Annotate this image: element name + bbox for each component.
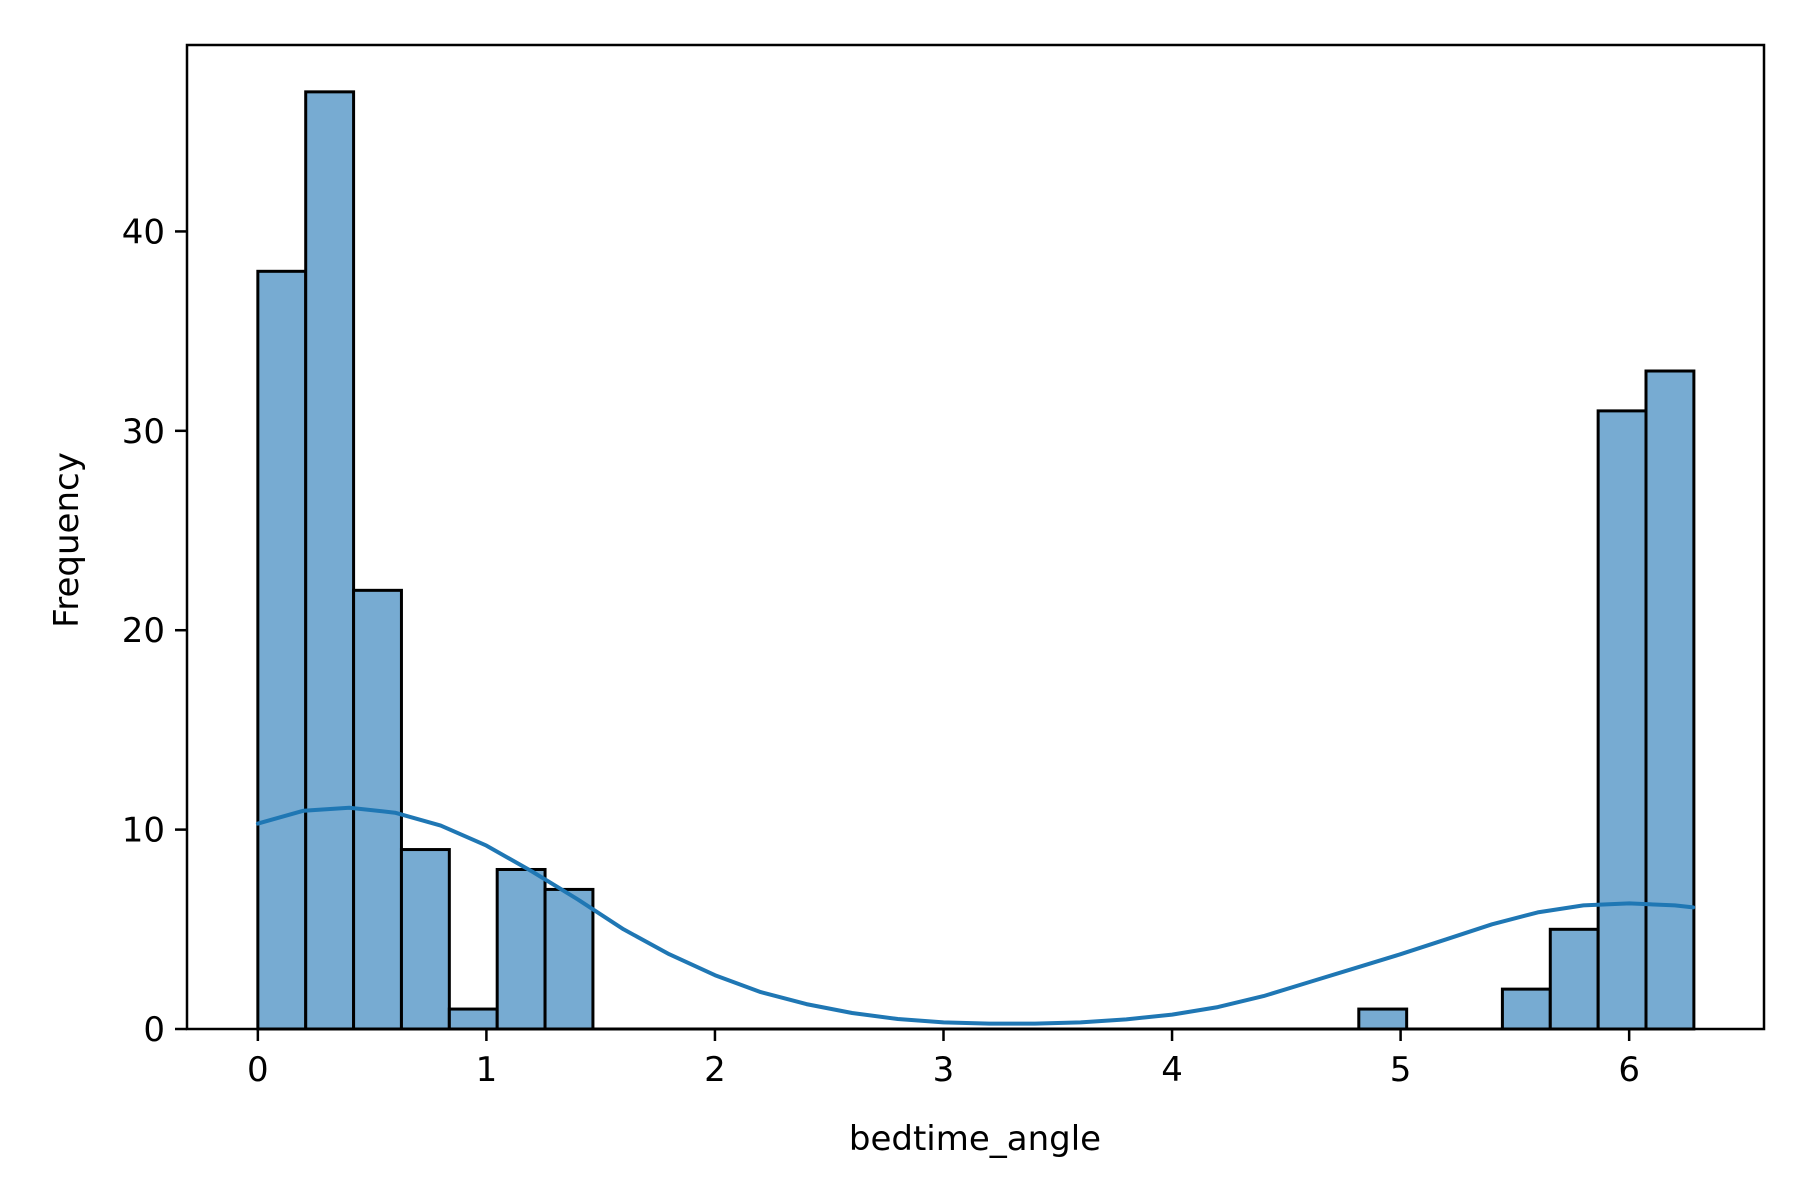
histogram-bar — [1357, 1007, 1409, 1031]
kde-layer — [255, 805, 1696, 1026]
x-axis-title: bedtime_angle — [849, 1119, 1101, 1159]
histogram-bar — [304, 90, 356, 1031]
x-tick-label: 2 — [704, 1050, 726, 1090]
histogram-bar — [256, 269, 308, 1031]
histogram-bar — [447, 1007, 499, 1031]
x-tick-label: 6 — [1618, 1050, 1640, 1090]
axes-layer: 0 1 2 3 4 5 6 0 10 20 30 40 — [122, 43, 1766, 1090]
y-tick-label: 30 — [122, 412, 165, 452]
x-tick-label: 5 — [1390, 1050, 1412, 1090]
histogram-bar — [495, 867, 547, 1031]
kde-curve — [255, 805, 1696, 1026]
histogram-bar — [399, 848, 451, 1031]
histogram-bar — [1500, 987, 1552, 1031]
y-tick-label: 20 — [122, 611, 165, 651]
y-tick-label: 10 — [122, 811, 165, 851]
y-axis-title: Frequency — [47, 452, 87, 628]
bars-layer — [256, 90, 1696, 1031]
axes-frame — [185, 43, 1766, 1031]
histogram-bar — [543, 887, 595, 1031]
y-tick-label: 0 — [143, 1010, 165, 1050]
y-tick-label: 40 — [122, 212, 165, 252]
x-tick-label: 3 — [933, 1050, 955, 1090]
x-tick-label: 1 — [476, 1050, 498, 1090]
histogram-bar — [1644, 369, 1696, 1031]
x-tick-label: 4 — [1161, 1050, 1183, 1090]
histogram-bar — [1596, 409, 1648, 1031]
histogram-bar — [1548, 927, 1600, 1031]
x-tick-label: 0 — [247, 1050, 269, 1090]
